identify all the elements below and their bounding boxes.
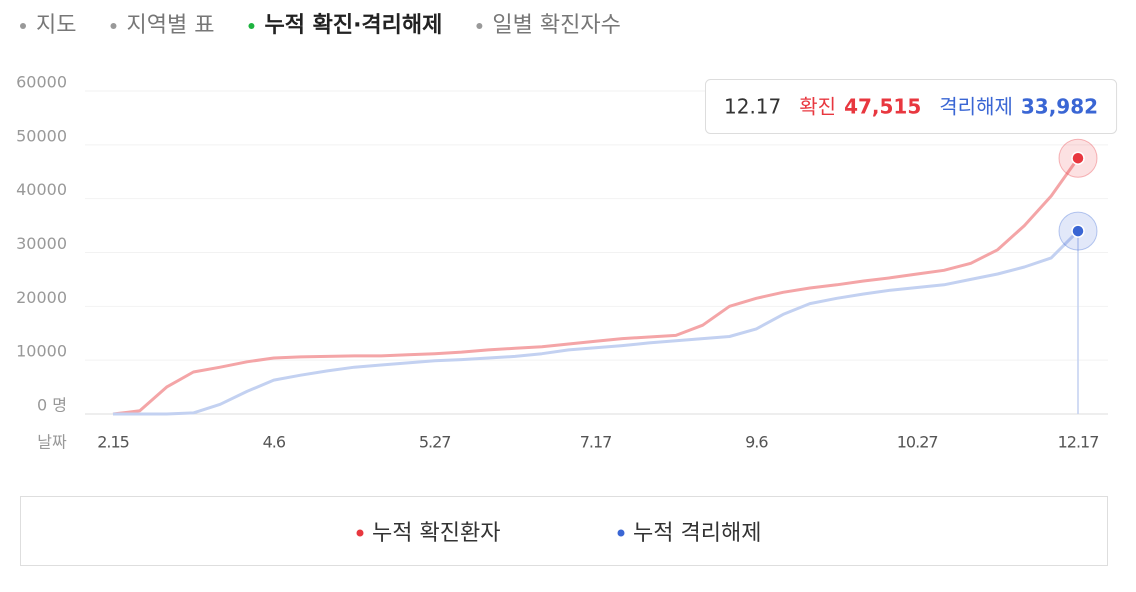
y-tick-label: 0 명 xyxy=(37,396,67,415)
tab-bullet xyxy=(20,23,26,29)
legend-item: 누적 확진환자 xyxy=(356,521,500,546)
tab-label: 지역별 표 xyxy=(126,13,214,38)
legend-label: 누적 확진환자 xyxy=(372,521,500,546)
tab-bullet xyxy=(248,23,255,29)
tab-label: 누적 확진·격리해제 xyxy=(264,13,442,38)
series-line xyxy=(112,157,1080,416)
tooltip-box xyxy=(705,79,1118,134)
tooltip-label: 격리해제 xyxy=(939,95,1013,119)
x-tick-label: 10.27 xyxy=(897,433,938,452)
tooltip-label: 확진 xyxy=(799,95,836,119)
y-tick-label: 50000 xyxy=(16,126,67,145)
tab-bullet xyxy=(476,23,483,29)
tooltip-date: 12.17 xyxy=(724,95,781,119)
legend-dot xyxy=(617,529,625,537)
highlight-point xyxy=(1071,151,1085,165)
y-tick-label: 10000 xyxy=(16,342,67,361)
x-tick-label: 7.17 xyxy=(580,433,612,452)
tab-label: 지도 xyxy=(36,13,76,38)
highlight-point xyxy=(1071,224,1085,238)
tab-bullet xyxy=(110,23,117,29)
x-axis-label: 날짜 xyxy=(37,433,67,452)
x-tick-label: 4.6 xyxy=(263,433,286,452)
x-tick-label: 5.27 xyxy=(419,433,451,452)
tab[interactable]: 일별 확진자수 xyxy=(476,13,621,38)
tooltip-value: 33,982 xyxy=(1021,95,1098,119)
tab[interactable]: 지역별 표 xyxy=(110,13,214,38)
tab-label: 일별 확진자수 xyxy=(492,13,620,38)
y-tick-label: 60000 xyxy=(16,73,67,92)
tooltip: 12.17 확진 47,515 격리해제 33,982 xyxy=(705,79,1118,134)
x-tick-label: 9.6 xyxy=(745,433,768,452)
series-line xyxy=(113,230,1080,416)
legend-box xyxy=(20,496,1108,566)
y-tick-label: 20000 xyxy=(16,288,67,307)
legend-dot xyxy=(356,529,364,537)
y-tick-label: 30000 xyxy=(16,234,67,253)
x-tick-label: 12.17 xyxy=(1058,433,1099,452)
legend-label: 누적 격리해제 xyxy=(633,521,761,546)
legend-item: 누적 격리해제 xyxy=(617,521,761,546)
tooltip-value: 47,515 xyxy=(844,95,921,119)
tab[interactable]: 지도 xyxy=(20,13,76,38)
tab[interactable]: 누적 확진·격리해제 xyxy=(248,13,442,38)
x-tick-label: 2.15 xyxy=(97,433,129,452)
y-tick-label: 40000 xyxy=(16,180,67,199)
